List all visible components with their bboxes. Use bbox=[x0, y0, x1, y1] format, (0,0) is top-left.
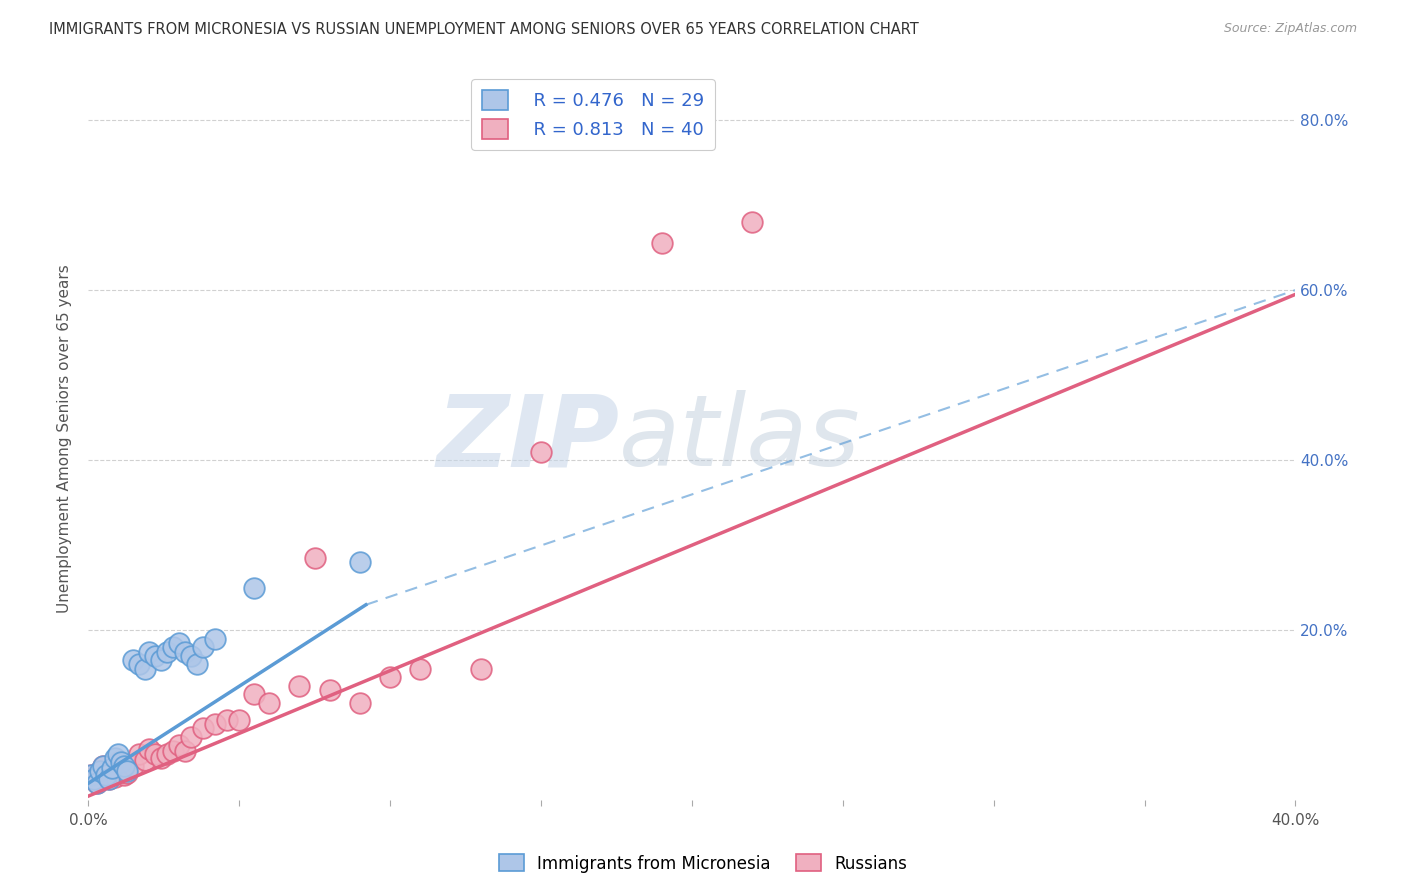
Point bbox=[122, 653, 145, 667]
Point bbox=[349, 696, 371, 710]
Point bbox=[167, 636, 190, 650]
Point bbox=[112, 759, 135, 773]
Point bbox=[741, 215, 763, 229]
Point bbox=[91, 759, 114, 773]
Point bbox=[191, 721, 214, 735]
Point bbox=[288, 679, 311, 693]
Point bbox=[349, 555, 371, 569]
Point bbox=[162, 640, 184, 655]
Point bbox=[110, 755, 132, 769]
Point bbox=[80, 768, 103, 782]
Point bbox=[134, 753, 156, 767]
Text: IMMIGRANTS FROM MICRONESIA VS RUSSIAN UNEMPLOYMENT AMONG SENIORS OVER 65 YEARS C: IMMIGRANTS FROM MICRONESIA VS RUSSIAN UN… bbox=[49, 22, 920, 37]
Point bbox=[89, 764, 111, 778]
Point bbox=[117, 764, 139, 778]
Point bbox=[318, 682, 340, 697]
Point bbox=[167, 738, 190, 752]
Point bbox=[409, 662, 432, 676]
Point bbox=[156, 644, 179, 658]
Point bbox=[83, 772, 105, 787]
Point bbox=[156, 747, 179, 761]
Point bbox=[143, 648, 166, 663]
Text: atlas: atlas bbox=[620, 391, 860, 487]
Point bbox=[186, 657, 208, 672]
Point bbox=[470, 662, 492, 676]
Point bbox=[651, 236, 673, 251]
Point bbox=[215, 713, 238, 727]
Point bbox=[243, 581, 266, 595]
Point bbox=[101, 764, 124, 778]
Point bbox=[143, 747, 166, 761]
Point bbox=[204, 632, 226, 646]
Point bbox=[257, 696, 280, 710]
Point bbox=[138, 742, 160, 756]
Point bbox=[191, 640, 214, 655]
Point bbox=[204, 717, 226, 731]
Point bbox=[107, 755, 129, 769]
Point bbox=[180, 730, 202, 744]
Point bbox=[107, 747, 129, 761]
Point bbox=[83, 772, 105, 787]
Point bbox=[98, 772, 121, 787]
Point bbox=[96, 768, 118, 782]
Point bbox=[180, 648, 202, 663]
Point bbox=[104, 751, 127, 765]
Point bbox=[530, 444, 553, 458]
Y-axis label: Unemployment Among Seniors over 65 years: Unemployment Among Seniors over 65 years bbox=[58, 265, 72, 614]
Point bbox=[86, 776, 108, 790]
Point bbox=[134, 662, 156, 676]
Point bbox=[96, 768, 118, 782]
Legend:   R = 0.476   N = 29,   R = 0.813   N = 40: R = 0.476 N = 29, R = 0.813 N = 40 bbox=[471, 79, 716, 150]
Point bbox=[104, 770, 127, 784]
Point bbox=[138, 644, 160, 658]
Point bbox=[80, 768, 103, 782]
Point bbox=[122, 759, 145, 773]
Point bbox=[112, 768, 135, 782]
Point bbox=[304, 551, 326, 566]
Point bbox=[173, 744, 195, 758]
Point bbox=[228, 713, 250, 727]
Text: Source: ZipAtlas.com: Source: ZipAtlas.com bbox=[1223, 22, 1357, 36]
Point bbox=[101, 761, 124, 775]
Legend: Immigrants from Micronesia, Russians: Immigrants from Micronesia, Russians bbox=[492, 847, 914, 880]
Point bbox=[117, 766, 139, 780]
Point bbox=[98, 772, 121, 787]
Point bbox=[128, 657, 150, 672]
Point bbox=[378, 670, 401, 684]
Point bbox=[110, 761, 132, 775]
Text: ZIP: ZIP bbox=[436, 391, 620, 487]
Point bbox=[243, 687, 266, 701]
Point bbox=[149, 751, 172, 765]
Point bbox=[162, 744, 184, 758]
Point bbox=[128, 747, 150, 761]
Point bbox=[86, 776, 108, 790]
Point bbox=[89, 764, 111, 778]
Point bbox=[149, 653, 172, 667]
Point bbox=[91, 759, 114, 773]
Point bbox=[173, 644, 195, 658]
